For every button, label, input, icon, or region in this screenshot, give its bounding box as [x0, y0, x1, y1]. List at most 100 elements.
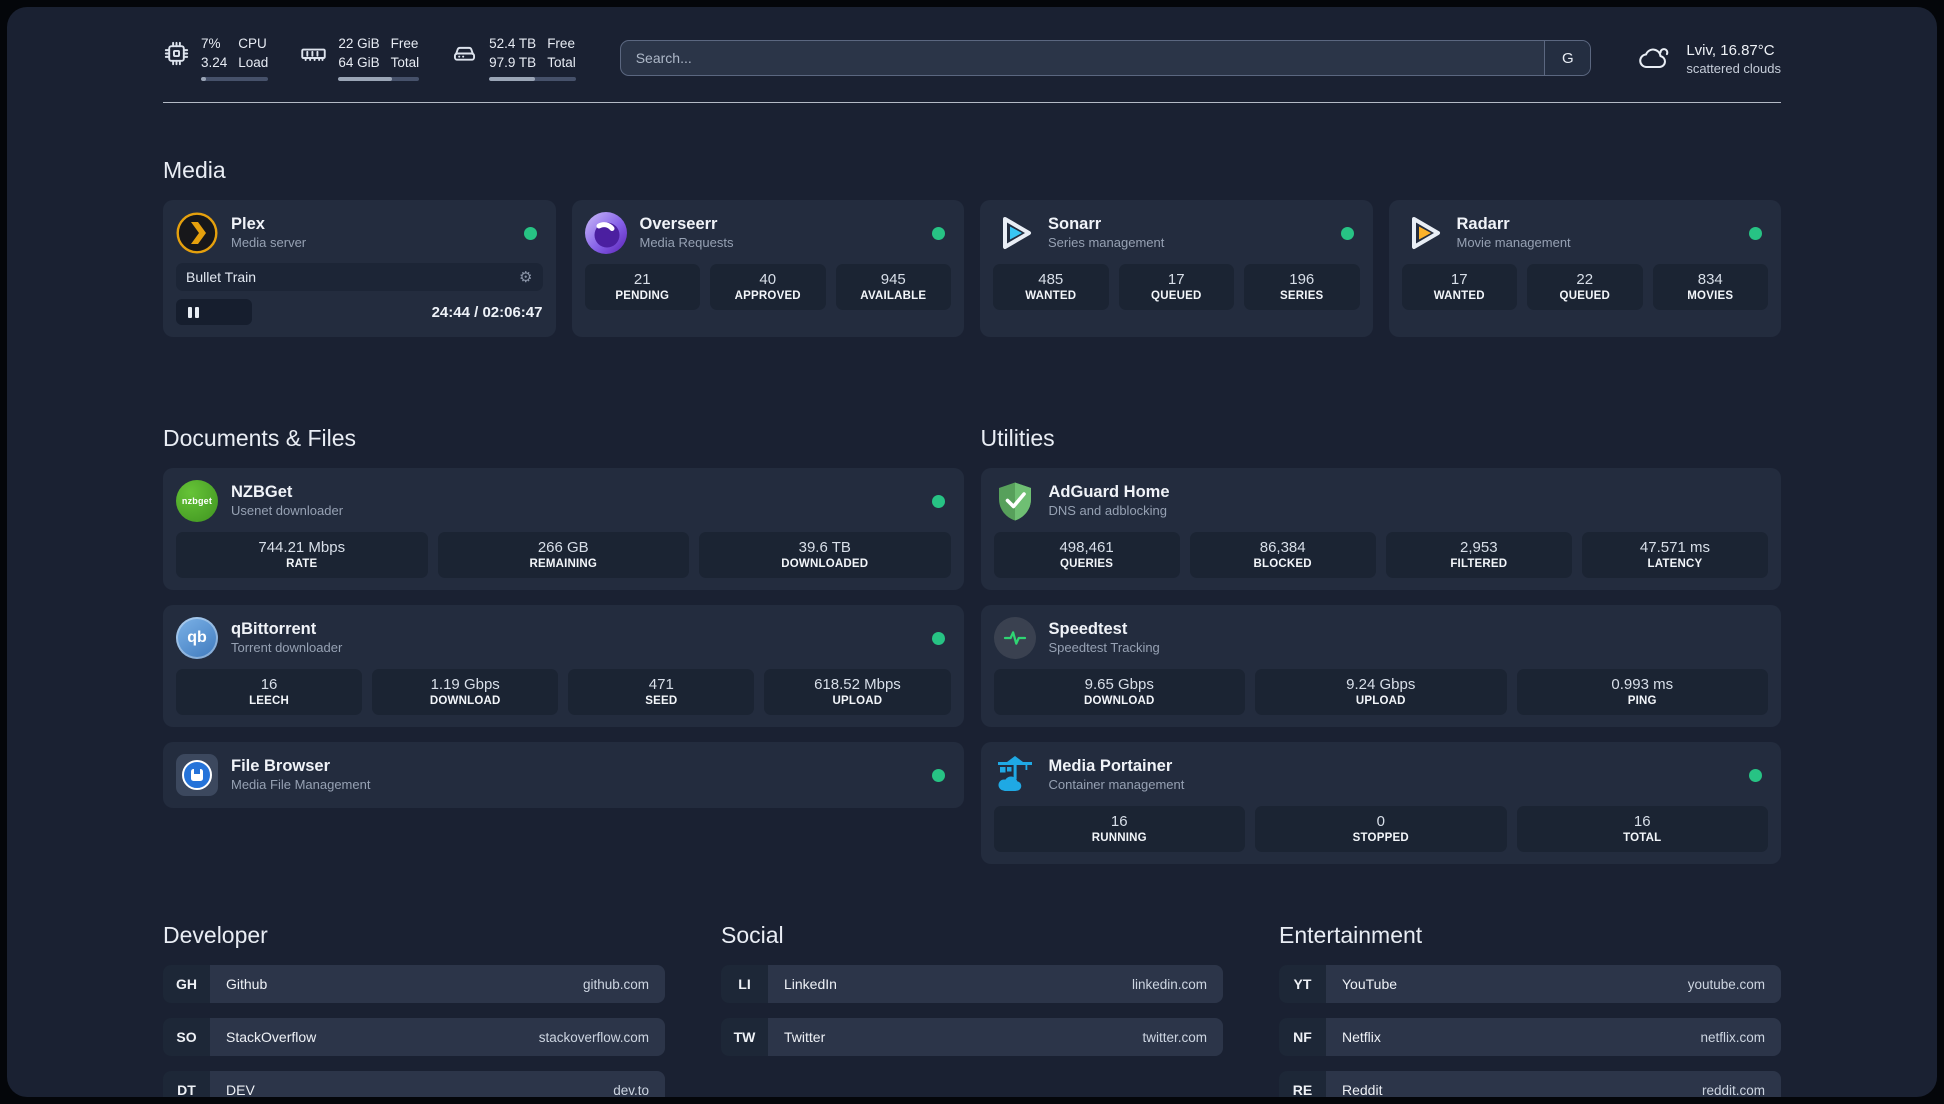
gear-icon[interactable]: ⚙	[519, 268, 533, 286]
cpu-load-label: Load	[238, 54, 269, 70]
bookmark-dev[interactable]: DT DEV dev.to	[163, 1071, 665, 1097]
status-dot	[523, 226, 537, 240]
pause-button[interactable]	[176, 299, 252, 325]
bookmark-url: stackoverflow.com	[538, 1029, 649, 1045]
stat-seed: 471 SEED	[568, 669, 755, 715]
bookmark-abbr: YT	[1279, 965, 1326, 1003]
status-dot	[1340, 226, 1354, 240]
portainer-icon	[994, 754, 1036, 796]
cpu-widget: 7% 3.24 CPU Load	[163, 35, 269, 81]
app-card-sonarr[interactable]: Sonarr Series management 485 WANTED 17 QUE…	[980, 200, 1373, 337]
now-playing-title: Bullet Train	[186, 269, 257, 285]
disk-widget: 52.4 TB 97.9 TB Free Total	[451, 35, 576, 81]
sonarr-icon	[993, 212, 1035, 254]
disk-total-value: 97.9 TB	[489, 54, 537, 70]
pause-icon	[188, 306, 192, 318]
playback-time: 24:44 / 02:06:47	[431, 303, 543, 321]
app-card-nzbget[interactable]: nzbget NZBGet Usenet downloader 744.21 M…	[163, 468, 964, 590]
header: 7% 3.24 CPU Load	[163, 33, 1781, 83]
cloud-icon	[1635, 41, 1673, 75]
stat-available: 945 AVAILABLE	[835, 264, 951, 310]
stat-rate: 744.21 Mbps RATE	[176, 532, 428, 578]
app-card-adguard[interactable]: AdGuard Home DNS and adblocking 498,461 Q…	[980, 468, 1781, 590]
app-card-speedtest[interactable]: Speedtest Speedtest Tracking 9.65 Gbps DO…	[980, 605, 1781, 727]
memory-progress-bar	[338, 76, 420, 81]
stat-remaining: 266 GB REMAINING	[437, 532, 689, 578]
qbittorrent-icon: qb	[176, 617, 218, 659]
app-name: Overseerr	[639, 214, 718, 233]
stat-running: 16 RUNNING	[993, 806, 1245, 852]
section-entertainment: Entertainment YT YouTube youtube.com NF N…	[1279, 922, 1781, 1097]
nzbget-icon: nzbget	[176, 480, 218, 522]
dashboard: 7% 3.24 CPU Load	[7, 7, 1937, 1097]
overseerr-icon	[584, 212, 627, 254]
stat-upload: 9.24 Gbps UPLOAD	[1255, 669, 1507, 715]
app-card-qbittorrent[interactable]: qb qBittorrent Torrent downloader 16 LEEC…	[163, 605, 964, 727]
section-title-media: Media	[163, 157, 226, 183]
stat-ping: 0.993 ms PING	[1516, 669, 1768, 715]
search-engine-button[interactable]: G	[1544, 41, 1591, 75]
stat-latency: 47.571 ms LATENCY	[1581, 532, 1768, 578]
cpu-progress-bar	[201, 76, 269, 81]
section-utilities: Utilities AdGuard Home DNS a	[980, 425, 1781, 864]
stat-queries: 498,461 QUERIES	[993, 532, 1180, 578]
bookmark-stackoverflow[interactable]: SO StackOverflow stackoverflow.com	[163, 1018, 665, 1056]
stat-queued: 22 QUEUED	[1527, 264, 1643, 310]
bookmark-name: Netflix	[1342, 1029, 1381, 1045]
weather-widget: Lviv, 16.87°C scattered clouds	[1635, 40, 1781, 76]
cpu-icon	[163, 40, 190, 67]
stat-total: 16 TOTAL	[1516, 806, 1768, 852]
bookmark-github[interactable]: GH Github github.com	[163, 965, 665, 1003]
section-title-social: Social	[721, 922, 784, 948]
memory-free-value: 22 GiB	[338, 36, 380, 52]
stat-downloaded: 39.6 TB DOWNLOADED	[699, 532, 951, 578]
disk-free-value: 52.4 TB	[489, 36, 537, 52]
bookmark-abbr: NF	[1279, 1018, 1326, 1056]
stat-blocked: 86,384 BLOCKED	[1189, 532, 1376, 578]
bookmark-linkedin[interactable]: LI LinkedIn linkedin.com	[721, 965, 1223, 1003]
bookmark-name: DEV	[226, 1082, 255, 1097]
bookmark-name: Reddit	[1342, 1082, 1383, 1097]
app-card-overseerr[interactable]: Overseerr Media Requests 21 PENDING 40 APP…	[571, 200, 964, 337]
bookmark-url: linkedin.com	[1131, 976, 1207, 992]
stat-queued: 17 QUEUED	[1118, 264, 1234, 310]
bookmark-reddit[interactable]: RE Reddit reddit.com	[1279, 1071, 1781, 1097]
bookmark-name: Github	[226, 976, 268, 992]
search-input[interactable]	[620, 41, 1545, 75]
app-name: Plex	[231, 214, 265, 233]
bookmark-twitter[interactable]: TW Twitter twitter.com	[721, 1018, 1223, 1056]
header-divider	[163, 102, 1781, 103]
bookmark-name: StackOverflow	[226, 1029, 317, 1045]
app-card-radarr[interactable]: Radarr Movie management 17 WANTED 22 QUEUE…	[1388, 200, 1781, 337]
app-card-filebrowser[interactable]: File Browser Media File Management	[163, 742, 964, 808]
ram-icon	[300, 40, 327, 67]
adguard-icon	[994, 480, 1036, 522]
section-title-developer: Developer	[163, 922, 268, 948]
bookmark-name: LinkedIn	[784, 976, 837, 992]
bookmark-abbr: SO	[163, 1018, 210, 1056]
media-cards-row: Plex Media server Bullet Train ⚙ 24:44 /…	[163, 200, 1781, 337]
app-subtitle: DNS and adblocking	[1048, 503, 1168, 519]
app-card-plex[interactable]: Plex Media server Bullet Train ⚙ 24:44 /…	[163, 200, 556, 337]
bookmark-name: YouTube	[1342, 976, 1398, 992]
bookmark-netflix[interactable]: NF Netflix netflix.com	[1279, 1018, 1781, 1056]
bookmark-youtube[interactable]: YT YouTube youtube.com	[1279, 965, 1781, 1003]
app-name: File Browser	[231, 756, 331, 775]
app-card-portainer[interactable]: Media Portainer Container management 16 R…	[980, 742, 1781, 864]
stat-pending: 21 PENDING	[584, 264, 700, 310]
app-name: Sonarr	[1048, 214, 1102, 233]
cpu-load-value: 3.24	[201, 54, 228, 70]
filebrowser-icon	[176, 754, 218, 796]
app-name: Radarr	[1456, 214, 1510, 233]
now-playing-widget: Bullet Train ⚙ 24:44 / 02:06:47	[176, 263, 543, 325]
app-subtitle: Media server	[231, 235, 307, 251]
status-dot	[1749, 226, 1762, 240]
bookmark-url: reddit.com	[1701, 1082, 1765, 1098]
bookmark-url: youtube.com	[1687, 976, 1765, 992]
app-subtitle: Movie management	[1456, 235, 1571, 251]
memory-total-label: Total	[390, 54, 420, 70]
section-title-utilities: Utilities	[980, 425, 1055, 451]
stat-series: 196 SERIES	[1244, 264, 1360, 310]
section-title-documents: Documents & Files	[163, 425, 357, 451]
